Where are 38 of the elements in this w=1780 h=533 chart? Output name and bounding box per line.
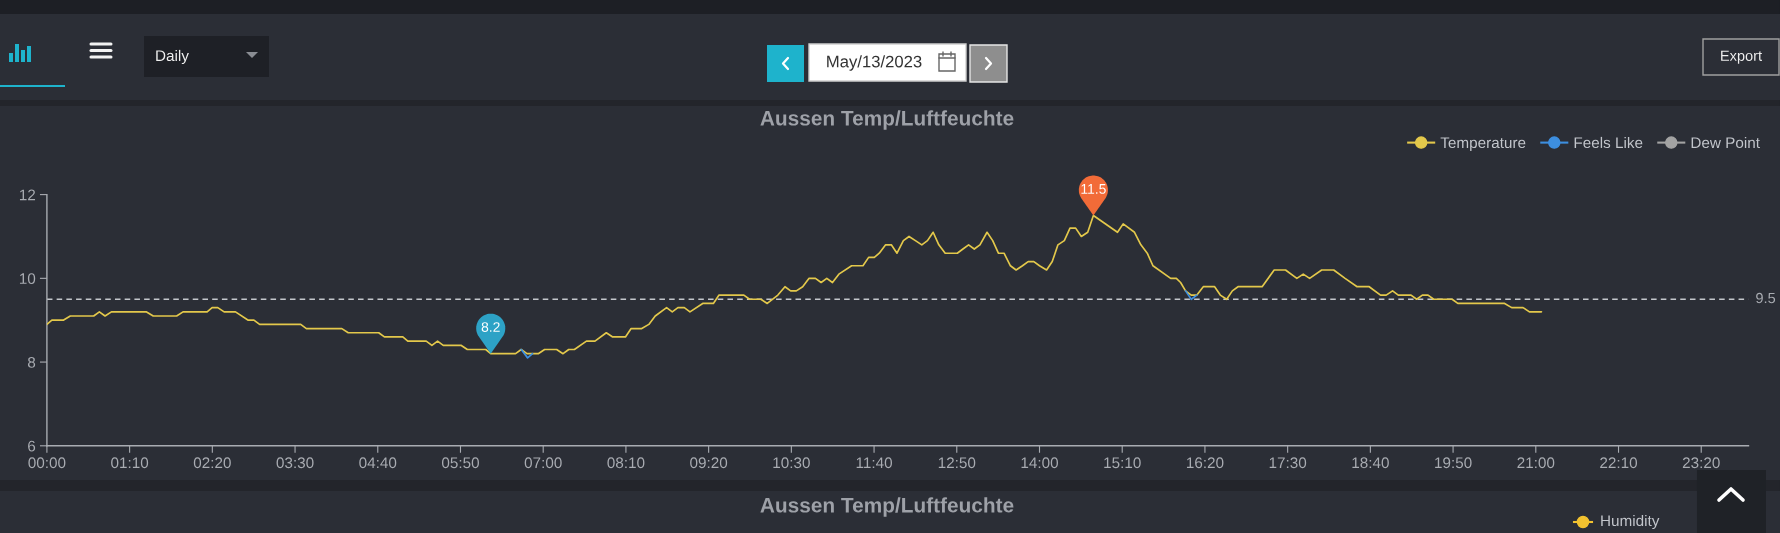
- x-tick-label: 16:20: [1186, 457, 1224, 469]
- y-tick-label: 8: [27, 356, 36, 368]
- x-tick-label: 23:20: [1682, 457, 1720, 469]
- x-tick-label: 09:20: [690, 457, 728, 469]
- legend-label: Feels Like: [1574, 136, 1643, 149]
- ref-line-label: 9.5: [1756, 292, 1776, 304]
- legend-label: Temperature: [1440, 137, 1526, 152]
- text: Daily: [156, 49, 189, 65]
- y-tick-label: 12: [19, 189, 36, 201]
- y-tick-label: 6: [28, 440, 36, 452]
- x-tick-label: 11:40: [856, 457, 893, 469]
- text: Aussen Temp/Luftfeuchte: [760, 497, 1014, 517]
- x-tick-label: 12:50: [938, 457, 976, 469]
- x-tick-label: 01:10: [111, 457, 149, 469]
- text: Export: [1721, 50, 1762, 64]
- x-tick-label: 18:40: [1352, 457, 1389, 469]
- annotation: 8.2: [481, 322, 500, 332]
- x-tick-label: 19:50: [1435, 457, 1472, 469]
- x-tick-label: 21:00: [1517, 457, 1555, 469]
- x-tick-label: 03:30: [276, 457, 314, 469]
- x-tick-label: 00:00: [28, 457, 66, 469]
- x-tick-label: 15:10: [1104, 457, 1141, 469]
- x-tick-label: 08:10: [607, 457, 645, 469]
- x-tick-label: 14:00: [1021, 457, 1059, 469]
- text: Humidity: [1601, 514, 1660, 530]
- chart-title: Aussen Temp/Luftfeuchte: [760, 110, 1014, 130]
- x-tick-label: 17:30: [1269, 457, 1307, 469]
- x-tick-label: 02:20: [193, 457, 231, 469]
- x-tick-label: 07:00: [524, 457, 562, 469]
- line-series: [46, 214, 1543, 355]
- x-tick-label: 10:30: [773, 457, 810, 469]
- x-tick-label: 05:50: [441, 457, 479, 469]
- x-tick-label: 04:40: [359, 457, 397, 469]
- x-tick-label: 22:10: [1600, 457, 1638, 469]
- annotation: 11.5: [1081, 184, 1106, 194]
- text: May/13/2023: [827, 55, 922, 71]
- y-tick-label: 10: [19, 273, 36, 285]
- legend-label: Dew Point: [1691, 136, 1760, 149]
